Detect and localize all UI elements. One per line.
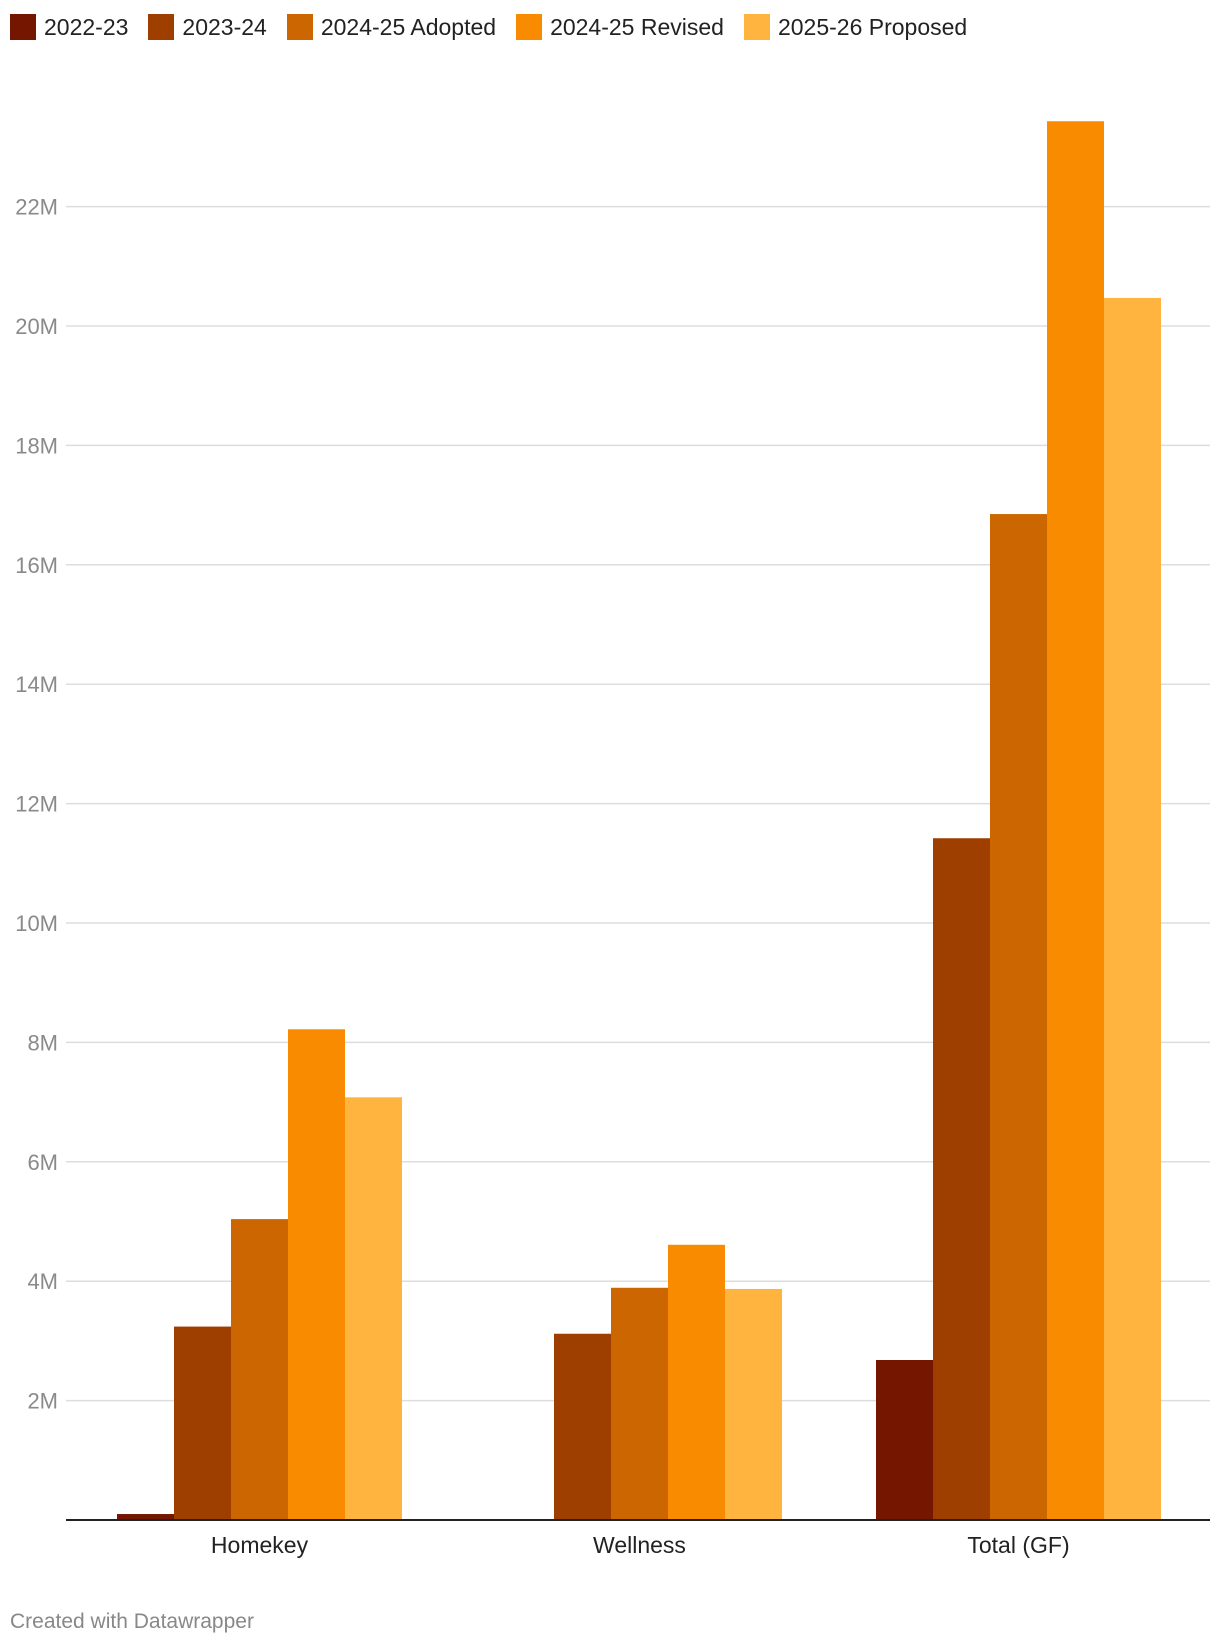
legend-label: 2022-23 — [44, 13, 129, 40]
legend-swatch — [516, 14, 543, 40]
legend-swatch — [286, 14, 313, 40]
bars — [117, 121, 1161, 1520]
legend-item-2023-24: 2023-24 — [148, 13, 267, 41]
legend-item-2022-23: 2022-23 — [10, 14, 128, 41]
bar-homekey-2022-23 — [117, 1514, 174, 1520]
chart-legend: 2022-23 2023-24 2024-25 Adopted 2024-25 Rev… — [10, 12, 987, 42]
bar-homekey-2025-26-proposed — [345, 1097, 402, 1520]
bar-homekey-2024-25-adopted — [231, 1219, 288, 1520]
y-tick-label-6m: 6M — [27, 1150, 58, 1175]
bar-wellness-2024-25-adopted — [611, 1287, 668, 1520]
legend-swatch — [743, 14, 770, 40]
bar-total-gf-2022-23 — [876, 1360, 933, 1520]
y-tick-label-2m: 2M — [27, 1389, 58, 1414]
legend-label: 2024-25 Adopted — [320, 13, 497, 40]
legend-item-2025-26-proposed: 2025-26 Proposed — [743, 13, 968, 41]
y-tick-label-8m: 8M — [27, 1030, 58, 1055]
legend-label: 2025-26 Proposed — [777, 13, 968, 40]
x-tick-label-total-gf: Total (GF) — [967, 1532, 1069, 1558]
bar-homekey-2024-25-revised — [288, 1029, 345, 1520]
legend-label: 2024-25 Revised — [550, 13, 724, 40]
bar-wellness-2024-25-revised — [668, 1244, 725, 1520]
legend-label: 2023-24 — [182, 13, 267, 40]
bar-total-gf-2023-24 — [933, 838, 990, 1520]
legend-item-2024-25-adopted: 2024-25 Adopted — [286, 13, 497, 41]
x-axis-tick-labels: Homekey Wellness Total (GF) — [211, 1532, 1070, 1558]
legend-swatch — [148, 14, 175, 40]
y-axis-tick-labels: 2M 4M 6M 8M 10M 12M 14M 16M 18M 20M 22M — [15, 195, 58, 1414]
y-tick-label-16m: 16M — [15, 553, 58, 578]
y-tick-label-22m: 22M — [15, 195, 58, 220]
y-tick-label-20m: 20M — [15, 314, 58, 339]
y-tick-label-12m: 12M — [15, 792, 58, 817]
bar-total-gf-2024-25-revised — [1047, 121, 1104, 1520]
x-tick-label-homekey: Homekey — [211, 1532, 309, 1558]
y-tick-label-14m: 14M — [15, 672, 58, 697]
bar-wellness-2023-24 — [554, 1333, 611, 1520]
y-tick-label-18m: 18M — [15, 433, 58, 458]
y-tick-label-10m: 10M — [15, 911, 58, 936]
bar-homekey-2023-24 — [174, 1326, 231, 1520]
bar-total-gf-2025-26-proposed — [1104, 297, 1161, 1520]
legend-swatch — [10, 14, 36, 40]
bar-total-gf-2024-25-adopted — [990, 514, 1047, 1520]
bar-wellness-2025-26-proposed — [725, 1288, 782, 1520]
x-tick-label-wellness: Wellness — [593, 1532, 686, 1558]
y-tick-label-4m: 4M — [27, 1269, 58, 1294]
legend-item-2024-25-revised: 2024-25 Revised — [516, 14, 724, 41]
datawrapper-credit: Created with Datawrapper — [10, 1610, 254, 1633]
